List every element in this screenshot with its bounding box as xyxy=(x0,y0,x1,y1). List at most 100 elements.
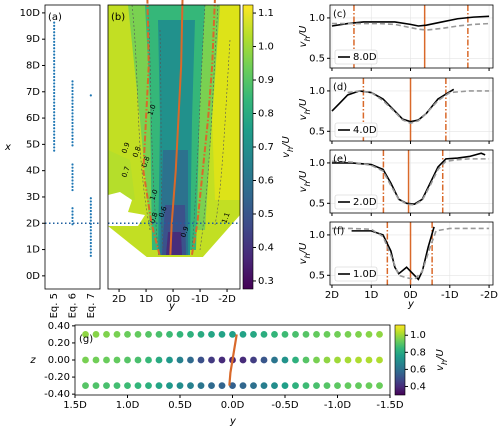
contour-label: 0.6 xyxy=(157,205,169,219)
sample-point xyxy=(103,356,110,364)
sample-point xyxy=(260,330,268,338)
contour-label: 0.9 xyxy=(120,141,131,154)
sample-point xyxy=(208,356,215,364)
x-tick-label: -0.5D xyxy=(271,400,299,411)
x-tick-label: Eq. 7 xyxy=(86,293,97,318)
sample-point xyxy=(134,356,142,364)
colorbar-tick-label: 0.3 xyxy=(258,276,274,287)
sample-point xyxy=(124,330,131,338)
label-part: /U xyxy=(435,348,446,360)
sample-point xyxy=(103,382,110,390)
x-tick-label: 2D xyxy=(112,294,126,305)
panel-label: (c) xyxy=(333,9,346,20)
colorbar-tick-label: 0.4 xyxy=(258,242,274,253)
sample-point xyxy=(155,330,163,338)
sample-point xyxy=(124,382,131,390)
axes-frame xyxy=(329,149,494,214)
y-tick-label: 10D xyxy=(20,8,41,19)
sample-point xyxy=(134,382,142,390)
sample-point xyxy=(344,356,352,364)
profile-line xyxy=(331,88,455,123)
label-part: h xyxy=(440,360,449,365)
legend-box xyxy=(334,194,378,210)
y-tick-label: 9D xyxy=(26,34,40,45)
y-tick-label: 1D xyxy=(26,245,40,256)
sample-point xyxy=(250,330,257,338)
x-tick-label: 0.5D xyxy=(168,400,192,411)
sample-point xyxy=(124,356,131,364)
colorbar-tick-label: 0.8 xyxy=(410,347,426,358)
sample-point xyxy=(208,330,215,338)
sample-point xyxy=(187,382,194,390)
sample-point xyxy=(145,382,152,390)
sample-point xyxy=(218,330,226,338)
x-tick-label: 1D xyxy=(139,294,153,305)
sample-point xyxy=(82,356,89,364)
label-part: h xyxy=(303,253,312,258)
sample-point xyxy=(292,330,299,338)
colorbar-tick-label: 1.0 xyxy=(258,42,274,53)
sample-point xyxy=(92,330,100,338)
label-part: v xyxy=(298,40,309,47)
y-tick-label: 1.0 xyxy=(309,86,325,97)
label-part: /U xyxy=(298,170,309,182)
y-tick-label: 2D xyxy=(26,218,40,229)
label-part: h xyxy=(303,36,312,41)
sample-point xyxy=(334,356,341,364)
y-tick-label: 7D xyxy=(26,87,40,98)
y-tick-label: 4D xyxy=(26,166,40,177)
label-part: /U xyxy=(281,135,292,147)
sample-point xyxy=(208,382,215,390)
sample-point xyxy=(145,356,152,364)
axes-frame xyxy=(329,4,494,69)
panel-label: (e) xyxy=(333,154,347,165)
wake-line xyxy=(190,0,216,255)
axes-frame xyxy=(44,4,101,290)
sample-point xyxy=(218,382,226,390)
y-axis-label: x xyxy=(4,142,11,153)
sample-point xyxy=(176,382,184,390)
axes-frame xyxy=(329,221,494,286)
sample-point xyxy=(260,356,268,364)
sample-point xyxy=(323,382,331,390)
panel-label: (g) xyxy=(79,334,93,345)
sample-point xyxy=(365,330,373,338)
sample-point xyxy=(323,330,331,338)
sample-point xyxy=(197,382,205,390)
colorbar-frame xyxy=(242,4,254,290)
legend-box xyxy=(334,266,378,282)
sample-point xyxy=(113,330,121,338)
label-part: v xyxy=(281,151,292,158)
label-part: /U xyxy=(298,98,309,110)
wake-line xyxy=(228,334,238,386)
panel-label: (d) xyxy=(333,82,347,93)
sample-point xyxy=(92,382,100,390)
legend-label: 8.0D xyxy=(353,52,377,63)
sample-point xyxy=(323,356,331,364)
y-tick-label: 3D xyxy=(26,192,40,203)
y-tick-label: 0.00 xyxy=(48,355,70,366)
contour-label: 1.0 xyxy=(146,103,157,116)
sample-point xyxy=(218,356,226,364)
sample-point xyxy=(376,382,383,390)
legend-box xyxy=(334,122,378,138)
y-tick-label: 8D xyxy=(26,60,40,71)
contour-label: 0.8 xyxy=(148,211,159,224)
x-tick-label: Eq. 5 xyxy=(49,293,60,318)
y-tick-label: 1.0 xyxy=(309,230,325,241)
sample-point xyxy=(229,330,236,338)
y-tick-label: 0.5 xyxy=(309,126,325,137)
sample-point xyxy=(260,382,268,390)
y-axis-label: z xyxy=(29,355,36,366)
sample-point xyxy=(176,356,184,364)
sample-point xyxy=(166,330,173,338)
sample-point xyxy=(344,330,352,338)
sample-point xyxy=(197,356,205,364)
x-axis-label: y xyxy=(168,301,176,312)
sample-point xyxy=(292,356,299,364)
sample-point xyxy=(271,382,278,390)
x-axis-label: y xyxy=(229,416,237,427)
label-part: v xyxy=(298,257,309,264)
y-tick-label: 0.5 xyxy=(309,53,325,64)
heatmap-field xyxy=(108,5,240,289)
